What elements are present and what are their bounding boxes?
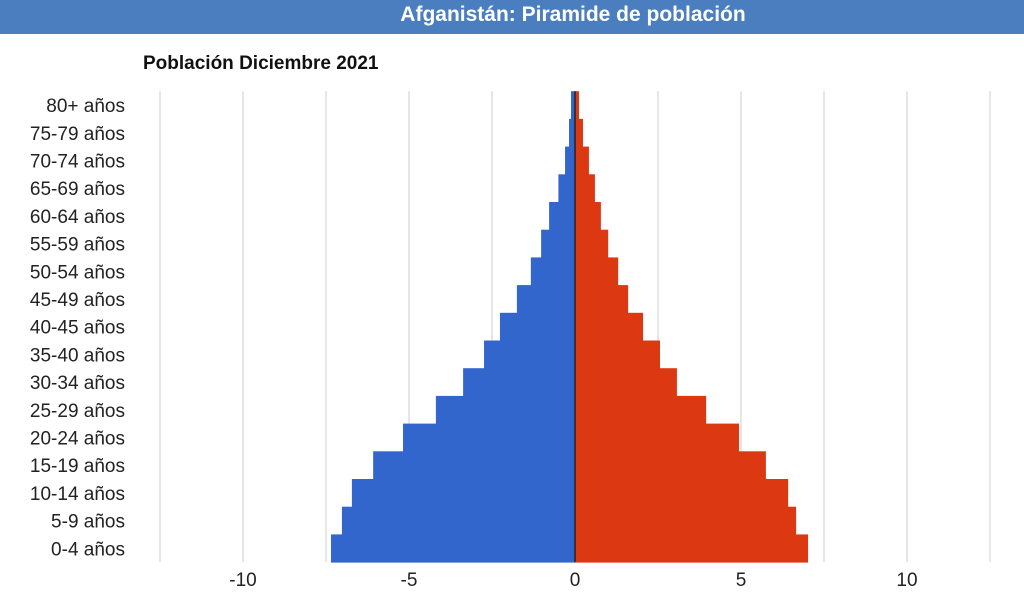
male-bar bbox=[484, 340, 575, 369]
category-label: 80+ años bbox=[46, 96, 125, 117]
female-bar bbox=[575, 312, 644, 341]
female-bar bbox=[575, 368, 677, 397]
male-bar bbox=[403, 423, 575, 452]
female-bar bbox=[575, 479, 789, 508]
female-bar bbox=[575, 146, 589, 175]
male-bar bbox=[373, 451, 575, 480]
male-bar bbox=[541, 229, 575, 258]
female-bar bbox=[575, 506, 797, 535]
x-tick-label: -5 bbox=[401, 570, 418, 591]
category-label: 30-34 años bbox=[30, 373, 125, 394]
female-bar bbox=[575, 423, 740, 452]
chart-title: Población Diciembre 2021 bbox=[143, 53, 379, 74]
male-bar bbox=[549, 202, 575, 231]
x-tick-label: -10 bbox=[229, 570, 256, 591]
female-bar bbox=[575, 118, 583, 148]
female-bar bbox=[575, 395, 707, 425]
male-bar bbox=[463, 368, 575, 397]
female-bar bbox=[575, 451, 766, 480]
category-label: 20-24 años bbox=[30, 428, 125, 449]
category-label: 70-74 años bbox=[30, 151, 125, 172]
category-label: 65-69 años bbox=[30, 179, 125, 200]
category-label: 35-40 años bbox=[30, 345, 125, 366]
category-label: 10-14 años bbox=[30, 484, 125, 505]
category-label: 15-19 años bbox=[30, 456, 125, 477]
page-title: Afganistán: Piramide de población bbox=[400, 3, 746, 26]
female-bar bbox=[575, 257, 619, 286]
category-label: 75-79 años bbox=[30, 124, 125, 145]
category-label: 40-45 años bbox=[30, 318, 125, 339]
male-bar bbox=[516, 285, 575, 314]
header-bar: Afganistán: Piramide de población bbox=[0, 0, 1024, 34]
female-bar bbox=[575, 202, 601, 231]
male-bar bbox=[571, 91, 575, 120]
x-tick-label: 0 bbox=[570, 570, 581, 591]
male-bar bbox=[558, 174, 575, 203]
female-bar bbox=[575, 340, 660, 369]
male-bar bbox=[351, 479, 575, 508]
male-bar bbox=[499, 312, 575, 341]
male-bar bbox=[330, 534, 575, 563]
x-tick-label: 5 bbox=[736, 570, 747, 591]
male-bar bbox=[435, 395, 575, 425]
category-label: 0-4 años bbox=[51, 539, 125, 560]
category-label: 25-29 años bbox=[30, 401, 125, 422]
x-tick-label: 10 bbox=[896, 570, 917, 591]
female-bar bbox=[575, 229, 609, 258]
category-label: 45-49 años bbox=[30, 290, 125, 311]
male-bar bbox=[530, 257, 575, 286]
male-bar bbox=[569, 118, 575, 148]
category-label: 60-64 años bbox=[30, 207, 125, 228]
category-label: 5-9 años bbox=[51, 512, 125, 533]
male-bar bbox=[341, 506, 575, 535]
female-bar bbox=[575, 174, 595, 203]
female-bar bbox=[575, 534, 809, 563]
category-label: 55-59 años bbox=[30, 235, 125, 256]
female-bar bbox=[575, 91, 579, 120]
male-bar bbox=[565, 146, 575, 175]
category-label: 50-54 años bbox=[30, 262, 125, 283]
female-bar bbox=[575, 285, 629, 314]
